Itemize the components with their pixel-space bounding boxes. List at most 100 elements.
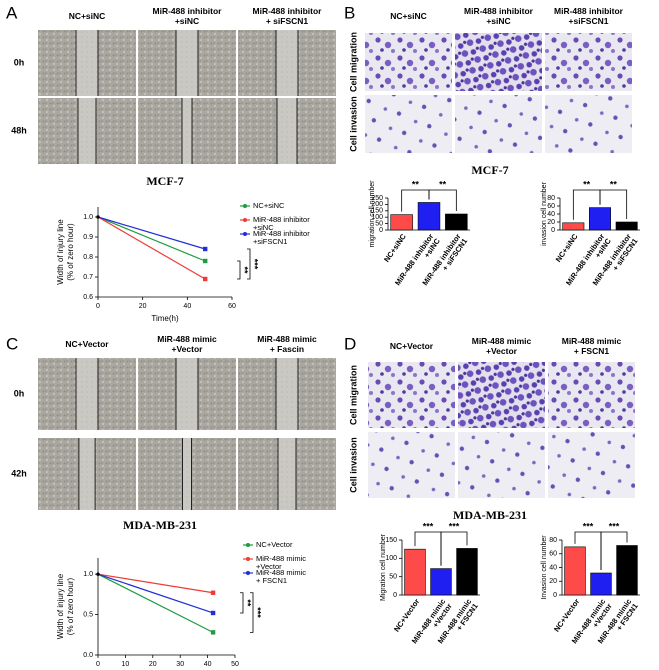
legend-label: NC+Vector — [256, 540, 293, 549]
x-tick-label: 20 — [149, 661, 157, 668]
significance-bracket — [240, 592, 244, 614]
column-header: NC+siNC — [390, 11, 427, 21]
legend-label-line: MiR-488 mimic — [256, 554, 306, 563]
x-tick-label: 50 — [231, 661, 239, 668]
column-header: MiR-488 inhibitor +siNC — [464, 6, 534, 26]
column-header-line: + FSCN1 — [574, 346, 609, 356]
panel-letter: C — [6, 334, 18, 353]
y-tick-label: 80 — [549, 537, 557, 544]
y-tick-label: 200 — [371, 201, 383, 208]
y-tick-label: 150 — [371, 208, 383, 215]
y-axis-label-line: Width of injury line — [56, 219, 65, 285]
point — [203, 276, 208, 282]
point — [210, 630, 216, 635]
y-axis-label: Migration cell number — [380, 533, 387, 601]
y-tick-label: 1.0 — [83, 214, 93, 221]
series-line — [97, 216, 206, 262]
legend-label-line: +siNC — [253, 223, 274, 232]
column-header: MiR-488 inhibitor +siNC — [153, 6, 223, 26]
legend-label-line: +siFSCN1 — [253, 237, 287, 246]
panel-letter: A — [6, 3, 18, 22]
significance-bracket — [428, 189, 457, 211]
series-line — [97, 216, 206, 250]
column-header-line: MiR-488 inhibitor — [554, 6, 624, 16]
significance-label: ** — [243, 599, 253, 607]
wound-gap — [278, 438, 296, 510]
significance-label: *** — [253, 607, 263, 618]
y-tick-label: 0.9 — [83, 234, 93, 241]
x-tick-label-line: NC+siNC — [382, 232, 408, 264]
legend-label-line: NC+siNC — [253, 201, 285, 210]
significance-label: ** — [412, 179, 420, 189]
column-header: NC+Vector — [390, 341, 434, 351]
significance-label: ** — [610, 179, 618, 189]
x-tick-label: 10 — [122, 661, 130, 668]
legend-swatch — [246, 557, 250, 561]
point — [203, 258, 208, 264]
row-label: Cell migration — [348, 365, 358, 425]
y-tick-label: 0 — [393, 592, 397, 599]
significance-label: *** — [250, 259, 260, 270]
column-header: MiR-488 inhibitor + siFSCN1 — [253, 6, 323, 26]
row-label: 48h — [11, 125, 27, 135]
bar — [404, 548, 426, 596]
micrograph — [545, 95, 632, 153]
column-header-line: MiR-488 mimic — [472, 336, 532, 346]
micrograph — [545, 33, 632, 91]
y-tick-label: 20 — [549, 578, 557, 585]
bar — [562, 222, 585, 231]
micrograph — [455, 33, 542, 91]
legend-label: MiR-488 inhibitor +siFSCN1 — [253, 229, 310, 246]
x-tick-label: 30 — [176, 661, 184, 668]
column-header-line: + Fascin — [270, 344, 304, 354]
column-header-line: NC+siNC — [69, 11, 106, 21]
column-header-line: NC+Vector — [65, 339, 109, 349]
point — [203, 246, 208, 252]
legend-swatch — [243, 218, 247, 222]
column-header: NC+siNC — [69, 11, 106, 21]
significance-bracket — [250, 592, 254, 633]
x-tick-label: 0 — [96, 303, 100, 310]
x-tick-label-line: NC+Vector — [392, 597, 421, 633]
column-header-line: NC+Vector — [390, 341, 434, 351]
significance-bracket — [440, 531, 468, 566]
micrograph — [548, 362, 635, 428]
y-tick-label: 20 — [547, 219, 555, 226]
y-axis-label-line: (% of zero hour) — [66, 577, 75, 635]
y-axis-label-line: (% of zero hour) — [66, 223, 75, 281]
y-axis-label-line: Width of injury line — [56, 573, 65, 639]
bar — [564, 546, 586, 596]
bar — [417, 202, 441, 231]
micrograph — [458, 432, 545, 498]
y-tick-label: 0.8 — [83, 254, 93, 261]
wound-gap — [78, 438, 96, 510]
bar — [589, 207, 611, 231]
wound-gap — [176, 30, 198, 96]
x-tick-label: 40 — [183, 303, 191, 310]
legend-swatch — [246, 571, 250, 575]
bar — [590, 572, 612, 596]
micrograph — [365, 33, 452, 91]
y-tick-label: 0 — [553, 592, 557, 599]
y-tick-label: 40 — [547, 211, 555, 218]
wound-gap — [176, 358, 198, 430]
column-header: MiR-488 mimic + FSCN1 — [562, 336, 622, 356]
significance-bracket — [600, 531, 628, 570]
significance-bracket — [237, 260, 241, 280]
point — [210, 610, 216, 616]
series-line — [97, 573, 214, 594]
panel-letter: B — [344, 3, 355, 22]
column-header-line: NC+siNC — [390, 11, 427, 21]
micrograph — [368, 362, 455, 428]
wound-gap — [276, 30, 298, 96]
wound-gap — [182, 98, 192, 164]
x-tick-label: 0 — [96, 661, 100, 668]
cell-line-title: MDA-MB-231 — [123, 518, 197, 532]
y-tick-label: 0 — [551, 227, 555, 234]
x-tick-label-line: NC+siNC — [554, 232, 580, 264]
cell-line-title: MCF-7 — [471, 163, 508, 177]
column-header-line: MiR-488 inhibitor — [464, 6, 534, 16]
x-tick-label: NC+siNC — [382, 232, 408, 264]
legend-label-line: MiR-488 inhibitor — [253, 229, 310, 238]
legend-label: MiR-488 mimic + FSCN1 — [256, 568, 306, 585]
